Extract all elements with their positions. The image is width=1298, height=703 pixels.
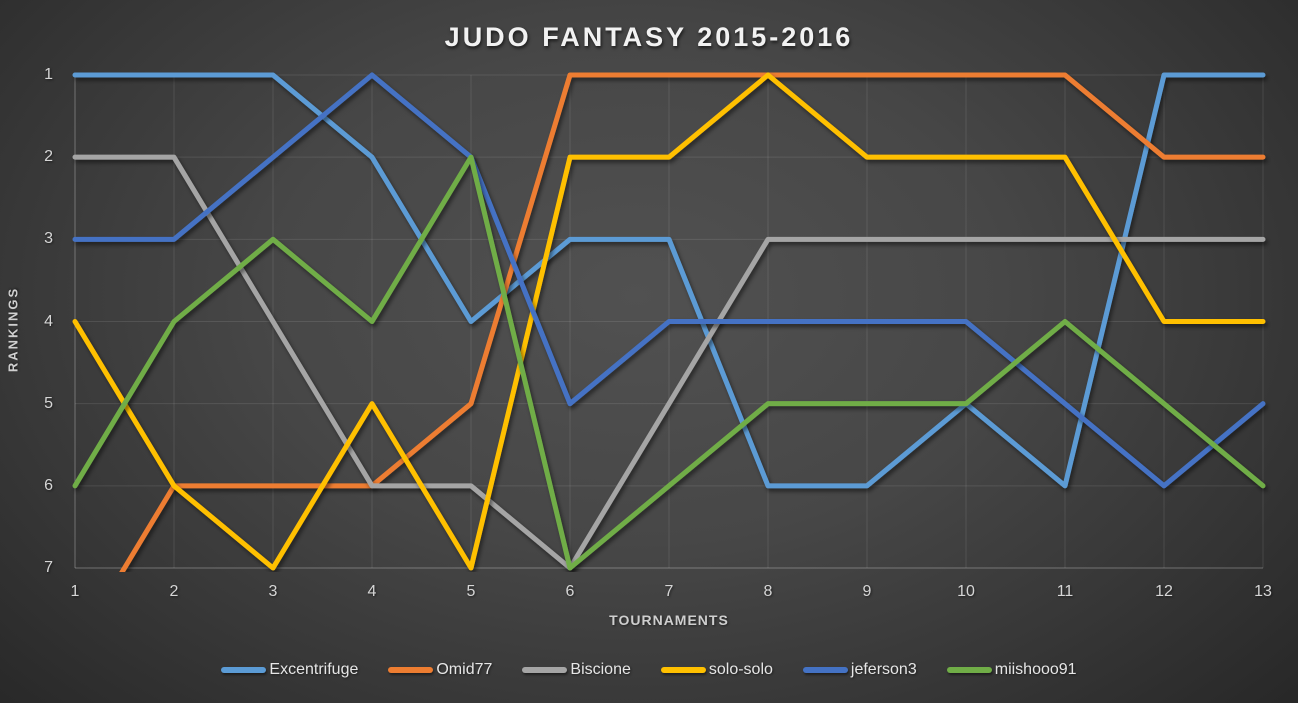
series-line-miishooo91 (72, 154, 1266, 571)
x-tick-label: 6 (565, 583, 575, 600)
legend-item-solo-solo: solo-solo (660, 661, 773, 679)
y-tick-label: 1 (44, 66, 53, 83)
x-tick-label: 11 (1056, 583, 1074, 600)
chart-legend: Excentrifuge Omid77 Biscione solo-solo jefer… (0, 661, 1298, 679)
legend-item-Omid77: Omid77 (388, 661, 492, 679)
legend-swatch-icon (221, 667, 267, 673)
legend-label: jeferson3 (850, 661, 917, 678)
series-lines (72, 72, 1266, 572)
y-tick-label: 5 (44, 394, 53, 412)
series-line-Omid77 (119, 72, 1266, 572)
legend-item-miishooo91: miishooo91 (946, 661, 1077, 679)
y-tick-label: 4 (44, 312, 53, 330)
x-tick-label: 9 (862, 583, 872, 600)
x-tick-label: 13 (1254, 583, 1272, 600)
x-tick-label: 4 (367, 583, 377, 600)
legend-swatch-icon (388, 667, 434, 673)
x-tick-label: 2 (169, 583, 179, 600)
legend-swatch-icon (660, 667, 706, 673)
y-tick-label: 2 (44, 148, 53, 166)
x-tick-label: 8 (763, 583, 773, 600)
y-tick-label: 6 (44, 476, 53, 494)
legend-item-Excentrifuge: Excentrifuge (221, 661, 358, 679)
legend-swatch-icon (522, 667, 568, 673)
x-tick-label: 12 (1155, 583, 1173, 600)
y-axis-title: RANKINGS (5, 286, 21, 373)
x-tick-label: 3 (268, 583, 278, 600)
series-line-Excentrifuge (72, 72, 1266, 489)
legend-label: solo-solo (708, 661, 773, 678)
x-tick-label: 5 (466, 583, 476, 600)
x-tick-label: 10 (957, 583, 975, 600)
x-tick-label: 7 (664, 583, 674, 600)
legend-swatch-icon (946, 667, 992, 673)
series-line-Biscione (72, 154, 1266, 571)
legend-swatch-icon (802, 667, 848, 673)
legend-label: Omid77 (436, 661, 493, 678)
x-axis-title: TOURNAMENTS (609, 612, 729, 628)
chart-title: JUDO FANTASY 2015-2016 (444, 22, 854, 52)
legend-item-jeferson3: jeferson3 (802, 661, 917, 679)
series-line-solo-solo (72, 72, 1266, 571)
legend-label: Excentrifuge (269, 661, 359, 678)
y-tick-label: 7 (44, 559, 53, 576)
legend-item-Biscione: Biscione (522, 661, 631, 679)
x-tick-label: 1 (70, 583, 80, 600)
legend-label: Biscione (570, 661, 631, 678)
y-tick-label: 3 (44, 230, 53, 248)
series-line-jeferson3 (72, 72, 1266, 489)
legend-label: miishooo91 (994, 661, 1077, 678)
